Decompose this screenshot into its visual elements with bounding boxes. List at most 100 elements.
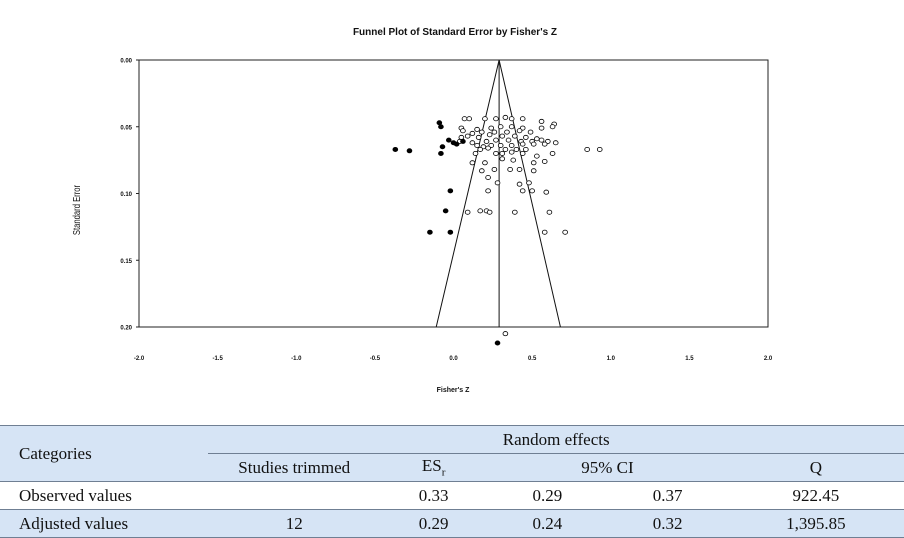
x-axis-ticks: -2.0 -1.5 -1.0 -0.5 0.0 0.5 1.0 1.5 2.0 [134,356,773,362]
row-q: 922.45 [727,481,904,510]
observed-study-point [519,188,526,194]
x-tick-label: 1.0 [607,356,616,362]
observed-study-point [538,125,545,131]
y-axis-label: Standard Error [71,185,82,235]
observed-study-point [513,146,520,152]
observed-study-point [516,166,523,172]
row-studies-trimmed: 12 [208,509,381,538]
imputed-study-point [447,188,454,194]
observed-study-point [485,188,491,194]
observed-study-point [562,229,568,235]
row-q: 1,395.85 [727,509,904,538]
observed-study-point [534,136,540,142]
table-header-row-1: Categories Random effects [0,425,904,482]
observed-study-point [541,229,548,235]
observed-study-point [526,180,532,186]
observed-study-point [460,128,466,134]
imputed-study-point [392,146,399,152]
x-tick-label: 2.0 [764,356,773,362]
observed-study-point [479,129,485,135]
imputed-study-point [406,148,413,154]
header-ci: 95% CI [487,453,728,482]
observed-study-point [499,156,506,162]
observed-study-point [472,150,479,156]
row-es: 0.33 [380,481,488,510]
funnel-plot-figure: Funnel Plot of Standard Error by Fisher'… [70,27,773,394]
funnel-plot-svg: Funnel Plot of Standard Error by Fisher'… [71,27,773,394]
observed-study-point [541,158,548,164]
observed-study-point [502,331,509,337]
header-studies-trimmed: Studies trimmed [208,453,381,482]
x-tick-label: -0.5 [370,356,381,362]
imputed-study-point [447,229,454,235]
observed-study-point [534,153,540,159]
observed-study-point [482,160,488,166]
x-tick-label: 0.5 [528,356,537,362]
observed-study-point [469,130,476,136]
observed-study-point [516,128,523,134]
imputed-study-point [436,120,443,126]
observed-study-point [464,133,471,139]
observed-study-point [477,208,484,214]
header-random-effects: Random effects [208,425,904,454]
observed-study-point [497,142,504,148]
table-row: Adjusted values 12 0.29 0.24 0.32 1,395.… [0,509,904,538]
y-axis-ticks: 0.00 0.05 0.10 0.15 0.20 [120,59,139,332]
header-q: Q [727,453,904,482]
imputed-study-point [494,340,501,346]
row-ci-high: 0.37 [607,481,728,510]
table-row: Observed values 0.33 0.29 0.37 922.45 [0,481,904,510]
imputed-study-point [445,137,452,143]
observed-study-point [505,137,512,143]
observed-study-point [483,138,490,144]
row-ci-low: 0.24 [487,509,608,538]
observed-study-point [512,133,518,139]
observed-study-point [502,146,509,152]
observed-study-point [519,116,526,122]
header-es-main: ES [421,456,442,476]
observed-study-point [466,116,473,122]
observed-study-point [541,141,548,147]
observed-study-point [546,209,553,215]
row-label: Adjusted values [0,509,209,538]
observed-study-point [596,146,603,152]
observed-study-point [538,137,545,143]
header-categories: Categories [0,425,209,482]
observed-study-point [485,174,491,180]
observed-study-point [491,166,498,172]
observed-study-point [477,146,484,152]
x-tick-label: -1.0 [291,356,302,362]
imputed-study-point [453,141,460,147]
imputed-study-point [438,150,444,156]
results-table: Categories Random effects Studies trimme… [0,425,904,538]
x-tick-label: -1.5 [212,356,223,362]
row-es: 0.29 [380,509,488,538]
observed-study-point [474,142,480,148]
imputed-study-point [438,124,444,130]
y-tick-label: 0.15 [120,259,132,265]
observed-study-point [516,181,523,187]
observed-study-point [469,160,476,166]
study-points [392,114,603,346]
observed-study-point [523,134,529,140]
row-label: Observed values [0,481,209,510]
observed-study-point [499,150,506,156]
imputed-study-point [442,208,449,214]
funnel-lines [435,59,561,328]
observed-study-point [504,129,510,135]
observed-study-point [529,188,535,194]
row-ci-high: 0.32 [607,509,728,538]
imputed-study-point [460,138,466,144]
observed-study-point [493,137,499,143]
chart-title: Funnel Plot of Standard Error by Fisher'… [353,27,557,38]
funnel-left-line [435,59,500,328]
imputed-study-point [427,229,433,235]
observed-study-point [491,129,498,135]
observed-study-point [543,189,550,195]
observed-study-point [474,126,480,132]
y-tick-label: 0.20 [120,326,132,332]
observed-study-point [512,209,518,215]
observed-study-point [552,140,559,146]
observed-study-point [510,157,517,163]
plot-area [138,59,769,328]
